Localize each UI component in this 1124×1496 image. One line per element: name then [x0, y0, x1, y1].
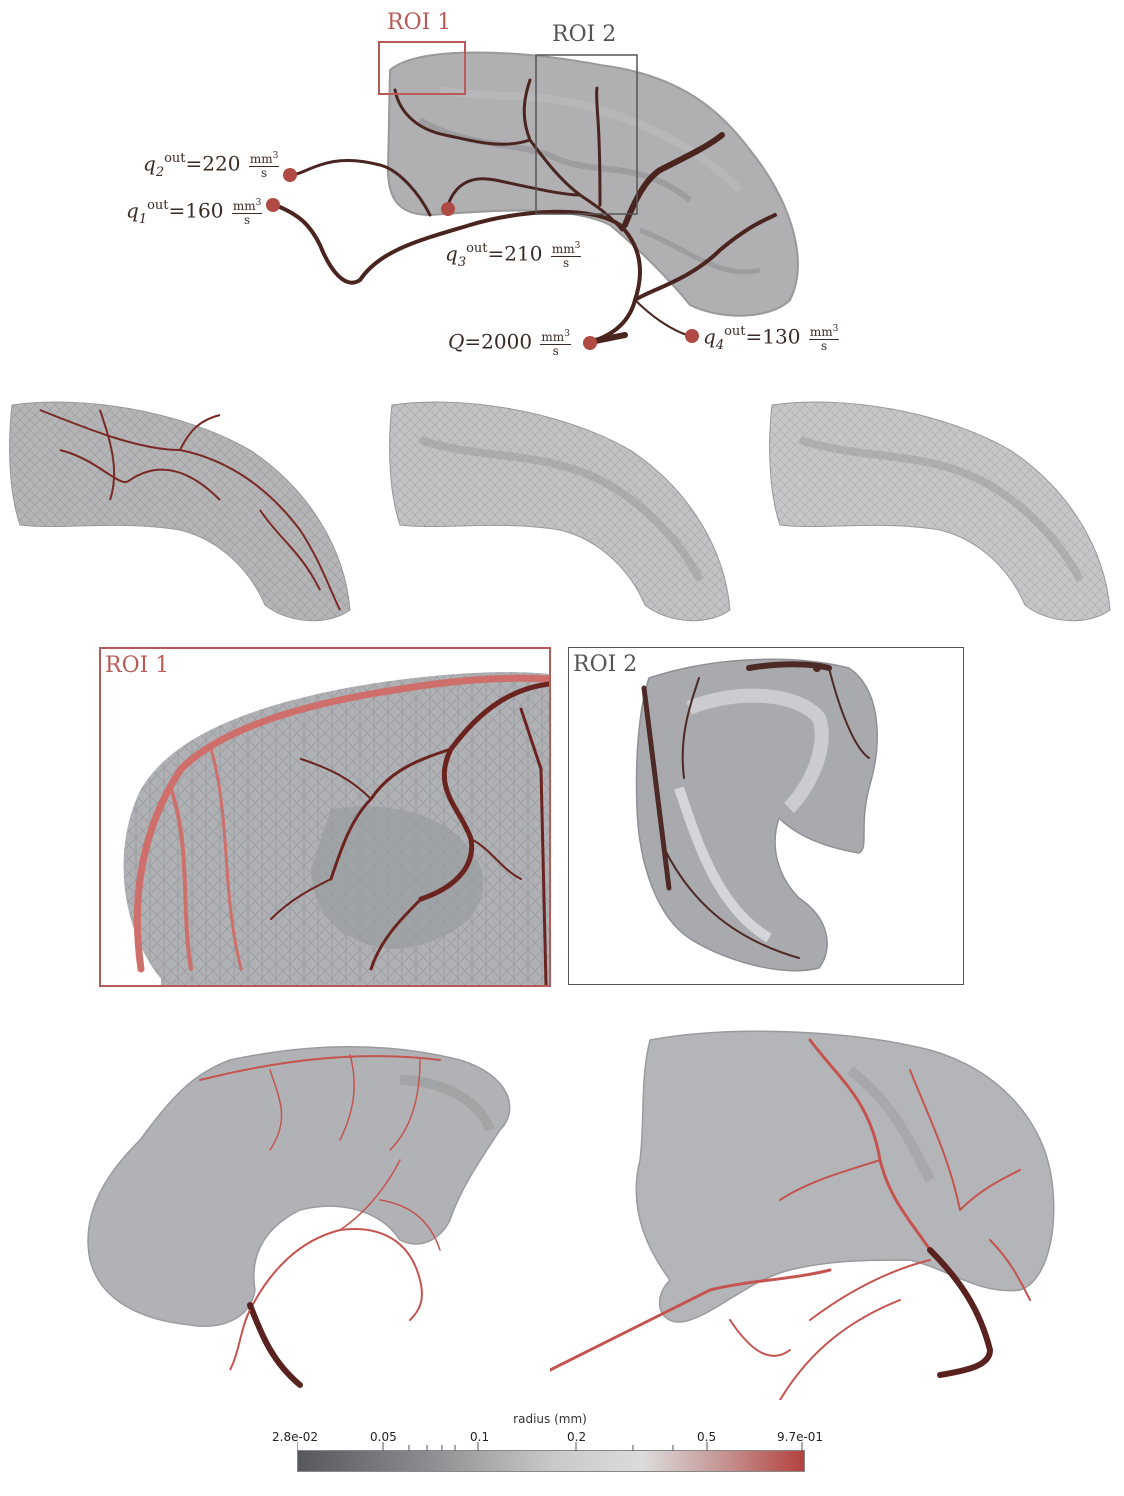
- inlet-dot: [583, 336, 597, 350]
- roi2-frame: [535, 54, 638, 215]
- colorbar-ticks: [297, 1442, 803, 1451]
- roi1-zoom-image: [123, 672, 549, 985]
- colorbar-tick-0.5: 0.5: [697, 1430, 717, 1444]
- stage-view-2: [389, 401, 731, 622]
- q3-label: q3out=210 mm3 s: [445, 240, 582, 270]
- roi1-label-top: ROI 1: [387, 10, 452, 35]
- colorbar-tick-max: 9.7e-01: [777, 1430, 824, 1444]
- roi2-label-zoom: ROI 2: [573, 652, 638, 677]
- colorbar-tick-0.05: 0.05: [370, 1430, 397, 1444]
- colorbar-tick-min: 2.8e-02: [272, 1430, 319, 1444]
- stage-view-1: [9, 401, 351, 622]
- colorbar-gradient: [297, 1450, 805, 1472]
- q4-outlet-dot: [685, 329, 699, 343]
- colorbar-title: radius (mm): [513, 1412, 587, 1426]
- top-vessel-diagram: [266, 41, 799, 350]
- roi1-label-zoom: ROI 1: [105, 653, 170, 678]
- large-view-right: [550, 1030, 1055, 1400]
- colorbar-tick-0.2: 0.2: [567, 1430, 587, 1444]
- q3-outlet-dot: [441, 202, 455, 216]
- stage-view-3: [769, 401, 1111, 622]
- q2-label: q2out=220 mm3 s: [143, 150, 280, 180]
- three-stage-views: [9, 401, 1111, 622]
- roi1-frame: [378, 41, 466, 95]
- roi2-zoom-panel: ROI 2: [568, 647, 964, 985]
- q2-outlet-dot: [283, 168, 297, 182]
- tissue-volume: [386, 51, 799, 317]
- roi2-label-top: ROI 2: [552, 22, 617, 47]
- q1-outlet-dot: [266, 198, 280, 212]
- large-view-left: [87, 1046, 511, 1388]
- roi2-zoom-image: [635, 658, 878, 972]
- vessel-tree: [273, 78, 777, 345]
- colorbar-tick-0.1: 0.1: [470, 1430, 490, 1444]
- roi1-zoom-panel: ROI 1: [99, 647, 551, 987]
- Q-label: Q=2000 mm3 s: [448, 329, 571, 358]
- q1-label: q1out=160 mm3 s: [126, 197, 263, 227]
- q4-label: q4out=130 mm3 s: [703, 323, 840, 353]
